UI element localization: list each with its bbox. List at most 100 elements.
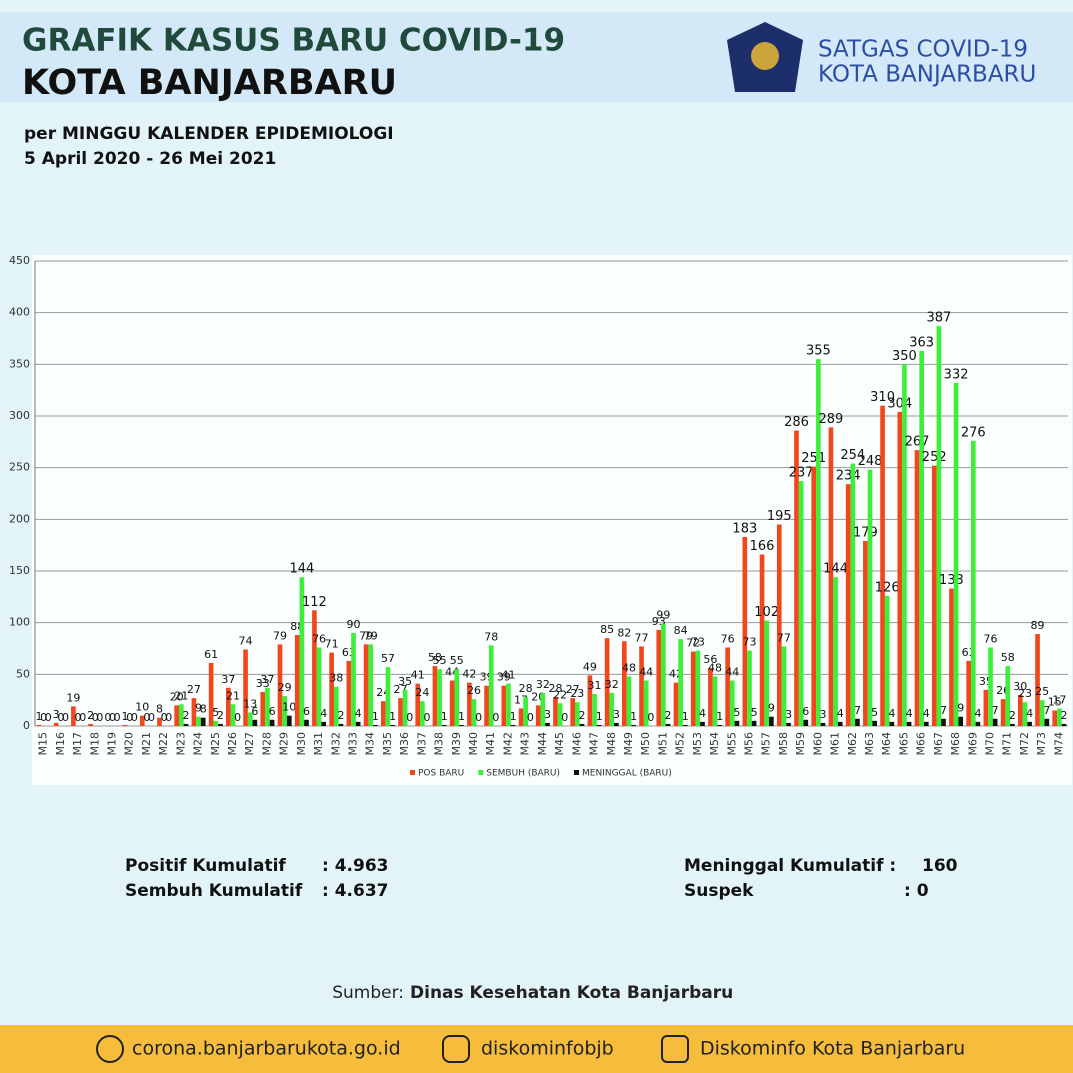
data-label: 27 — [566, 683, 580, 696]
data-label: 19 — [66, 691, 80, 704]
data-label: 29 — [278, 681, 292, 694]
data-label: 3 — [613, 708, 620, 721]
data-label: 23 — [1018, 687, 1032, 700]
data-label: 5 — [751, 706, 758, 719]
legend-swatch — [410, 770, 415, 775]
bar — [1022, 702, 1028, 726]
bar — [643, 680, 649, 726]
data-label: 6 — [251, 705, 258, 718]
bar — [609, 692, 615, 726]
data-label: 30 — [1013, 680, 1027, 693]
source-name: Dinas Kesehatan Kota Banjarbaru — [410, 983, 733, 1003]
data-label: 32 — [605, 678, 619, 691]
data-label: 5 — [871, 706, 878, 719]
bar — [553, 697, 558, 726]
data-label: 166 — [750, 539, 775, 554]
x-tick-label: M38 — [433, 732, 446, 756]
data-label: 41 — [501, 669, 515, 682]
bar — [312, 610, 317, 726]
bar — [321, 721, 327, 726]
data-label: 7 — [854, 704, 861, 717]
x-tick-label: M39 — [450, 732, 463, 756]
bar — [1044, 718, 1050, 726]
data-label: 48 — [708, 661, 722, 674]
x-tick-label: M68 — [949, 732, 962, 756]
bar — [415, 683, 421, 726]
footer-link[interactable]: Diskominfo Kota Banjarbaru — [700, 1038, 965, 1060]
data-label: 9 — [957, 702, 964, 715]
footer-link[interactable]: diskominfobjb — [481, 1038, 614, 1060]
bar — [742, 536, 748, 726]
data-label: 3 — [785, 708, 792, 721]
bar — [747, 650, 752, 726]
data-label: 0 — [114, 711, 121, 724]
data-label: 21 — [174, 689, 188, 702]
data-label: 55 — [450, 654, 464, 667]
x-tick-label: M57 — [760, 732, 773, 756]
data-label: 387 — [926, 311, 951, 326]
x-tick-label: M20 — [123, 732, 136, 756]
data-label: 4 — [320, 707, 327, 720]
bar — [604, 638, 610, 726]
bar — [363, 644, 369, 726]
data-label: 350 — [892, 349, 917, 364]
bar — [557, 703, 563, 726]
legend-swatch — [478, 770, 484, 775]
data-label: 77 — [777, 631, 791, 644]
data-label: 6 — [303, 705, 310, 718]
x-tick-label: M66 — [915, 732, 928, 756]
bar — [786, 722, 791, 726]
bar — [545, 722, 550, 726]
bar — [626, 676, 632, 726]
data-label: 57 — [381, 652, 395, 665]
bar — [764, 620, 770, 726]
bar — [622, 641, 627, 726]
x-tick-label: M44 — [536, 732, 549, 756]
bar — [208, 662, 214, 726]
footer-link[interactable]: corona.banjarbarukota.go.id — [132, 1038, 401, 1060]
data-label: 248 — [858, 454, 883, 469]
data-label: 0 — [234, 711, 241, 724]
bar — [294, 635, 300, 726]
x-tick-label: M60 — [811, 732, 824, 756]
data-label: 10 — [282, 701, 296, 714]
bar — [639, 646, 644, 726]
x-tick-label: M32 — [329, 732, 342, 756]
stat-value: 160 — [922, 856, 958, 876]
data-label: 78 — [484, 630, 498, 643]
data-label: 195 — [767, 509, 792, 524]
bar — [218, 723, 223, 726]
y-tick-label: 50 — [16, 667, 30, 680]
bar — [454, 669, 460, 726]
stat-label: Positif Kumulatif — [125, 856, 286, 876]
bar — [1005, 666, 1011, 726]
data-label: 90 — [347, 618, 361, 631]
data-label: 74 — [239, 635, 253, 648]
data-label: 1 — [596, 710, 603, 723]
data-label: 72 — [686, 637, 700, 650]
data-label: 286 — [784, 415, 809, 430]
data-label: 102 — [754, 605, 779, 620]
x-tick-label: M58 — [777, 732, 790, 756]
data-label: 26 — [467, 684, 481, 697]
bar — [157, 717, 162, 726]
data-label: 0 — [131, 711, 138, 724]
data-label: 4 — [1026, 707, 1033, 720]
bar — [183, 723, 189, 726]
bar — [329, 652, 334, 726]
bar — [304, 719, 309, 726]
data-label: 31 — [588, 679, 602, 692]
bar — [380, 701, 386, 726]
bar — [1035, 634, 1040, 726]
bar — [614, 722, 619, 726]
header-band — [0, 12, 1073, 102]
x-tick-label: M72 — [1018, 732, 1031, 756]
data-label: 0 — [79, 711, 86, 724]
data-label: 0 — [57, 711, 64, 724]
bar — [230, 704, 236, 726]
bar — [351, 633, 356, 726]
data-label: 289 — [819, 412, 844, 427]
data-label: 0 — [527, 711, 534, 724]
data-label: 49 — [583, 660, 597, 673]
